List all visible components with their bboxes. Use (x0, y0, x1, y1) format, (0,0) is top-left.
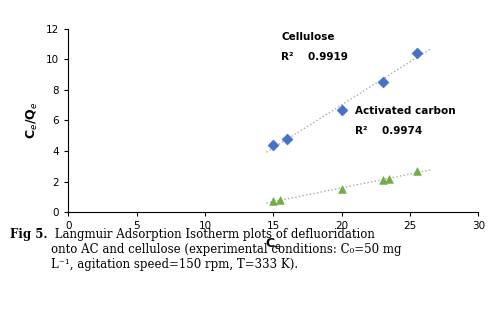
Text: R²    0.9919: R² 0.9919 (282, 52, 348, 62)
Point (338, 107, 346, 112)
Point (338, 187, 346, 192)
Point (413, 169, 421, 174)
Point (386, 176, 393, 181)
Point (283, 136, 291, 141)
Text: Fig 5.: Fig 5. (10, 228, 47, 241)
Text: Langmuir Adsorption Isotherm plots of defluoridation
onto AC and cellulose (expe: Langmuir Adsorption Isotherm plots of de… (51, 228, 402, 271)
Point (276, 197, 284, 203)
Y-axis label: C$_e$/Q$_e$: C$_e$/Q$_e$ (25, 102, 41, 139)
Point (269, 142, 277, 147)
Text: R²    0.9974: R² 0.9974 (355, 126, 423, 136)
Point (413, 50, 421, 55)
X-axis label: C$_e$: C$_e$ (265, 237, 282, 252)
Text: Cellulose: Cellulose (282, 32, 335, 42)
Point (379, 80, 386, 85)
Text: Activated carbon: Activated carbon (355, 106, 456, 116)
Point (379, 178, 386, 183)
Point (269, 198, 277, 204)
